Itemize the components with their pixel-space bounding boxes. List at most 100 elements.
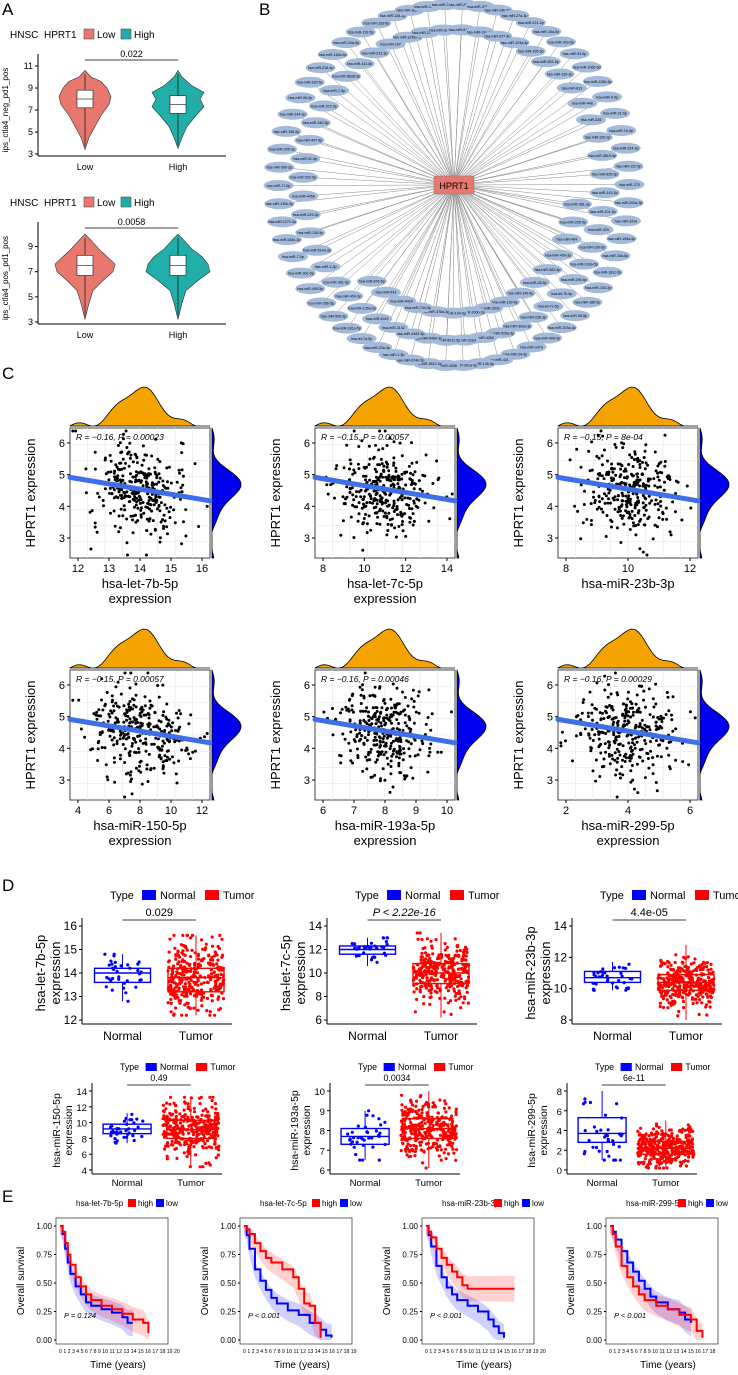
scatter-point xyxy=(617,743,621,746)
scatter-point xyxy=(642,456,646,459)
jitter-point xyxy=(444,977,448,981)
jitter-point xyxy=(192,1110,197,1114)
jitter-point xyxy=(174,1146,179,1150)
jitter-point xyxy=(168,1095,173,1099)
scatter-point xyxy=(644,503,648,507)
scatter-point xyxy=(654,498,658,502)
scatter-point xyxy=(151,519,155,523)
jitter-point xyxy=(643,1133,647,1137)
scatter-point xyxy=(101,499,105,502)
x-tick-label: 14 xyxy=(134,563,146,575)
jitter-point xyxy=(371,1114,375,1118)
scatter-point xyxy=(599,429,603,433)
scatter-point xyxy=(100,677,104,681)
x-tick-label: 4 xyxy=(625,805,631,817)
scatter-point xyxy=(357,501,361,505)
jitter-point xyxy=(198,1120,202,1124)
jitter-point xyxy=(662,1146,667,1150)
mirna-node-label: hsa-miR-302a-3p xyxy=(504,324,532,328)
jitter-point xyxy=(654,1122,659,1126)
jitter-point xyxy=(211,1095,215,1099)
y-tick-label: 0.00 xyxy=(402,1336,418,1345)
jitter-point xyxy=(205,1139,209,1143)
jitter-point xyxy=(688,988,693,992)
scatter-point xyxy=(626,714,630,718)
jitter-point xyxy=(104,985,108,989)
scatter-point xyxy=(654,702,658,706)
jitter-point xyxy=(195,989,199,993)
scatter-point xyxy=(368,478,372,482)
scatter-point xyxy=(658,485,662,489)
scatter-point xyxy=(154,495,158,499)
scatter-point xyxy=(335,464,339,468)
mirna-node xyxy=(319,84,350,96)
scatter-point xyxy=(609,692,613,696)
jitter-point xyxy=(453,937,457,941)
jitter-point xyxy=(183,953,187,958)
jitter-point xyxy=(422,981,426,985)
jitter-point xyxy=(175,1156,179,1160)
jitter-point xyxy=(436,1123,440,1127)
jitter-point xyxy=(659,1155,664,1159)
scatter-point xyxy=(595,681,599,685)
jitter-point xyxy=(689,981,693,985)
scatter-point xyxy=(189,713,193,717)
jitter-point xyxy=(671,978,675,982)
network-edge xyxy=(453,113,616,186)
scatter-point xyxy=(145,529,149,533)
scatter-point xyxy=(197,525,201,528)
scatter-point xyxy=(600,497,604,501)
mirna-node xyxy=(267,143,298,155)
mirna-node-label: hsa-miR-9-5p xyxy=(596,95,618,99)
mirna-node xyxy=(359,47,390,59)
scatter-point xyxy=(410,461,414,465)
scatter-point xyxy=(621,446,625,450)
mirna-node-label: hsa-miR-20a-5p xyxy=(548,40,574,44)
jitter-point xyxy=(453,1134,457,1138)
scatter-point xyxy=(398,441,402,445)
panel-letter-c: C xyxy=(2,364,15,383)
scatter-point xyxy=(358,719,362,723)
scatter-point xyxy=(606,695,610,699)
jitter-point xyxy=(217,1008,221,1012)
scatter-point xyxy=(373,773,377,777)
jitter-point xyxy=(188,955,193,959)
scatter-point xyxy=(652,705,656,709)
jitter-point xyxy=(642,1140,646,1144)
scatter-point xyxy=(121,474,125,478)
mirna-node xyxy=(285,92,316,104)
network-edge xyxy=(315,122,455,186)
scatter-point xyxy=(450,710,453,714)
scatter-point xyxy=(143,453,147,457)
scatter-point xyxy=(413,754,417,758)
jitter-point xyxy=(201,1165,205,1169)
network-edge xyxy=(309,140,455,186)
scatter-point xyxy=(598,500,602,504)
scatter-point xyxy=(663,460,667,463)
scatter-point xyxy=(589,746,593,750)
mirna-node-label: hsa-miR-4458 xyxy=(292,194,315,198)
x-tick-labels: 0 1 2 3 4 5 6 7 8 9 10 11 12 13 14 15 16… xyxy=(59,1349,180,1355)
jitter-point xyxy=(183,1003,187,1007)
jitter-point xyxy=(431,1101,435,1105)
scatter-point xyxy=(653,523,657,527)
scatter-point xyxy=(576,714,580,717)
scatter-point xyxy=(148,699,152,703)
legend-title: Type xyxy=(600,890,624,902)
scatter-point xyxy=(387,504,391,508)
scatter-point xyxy=(667,753,671,757)
scatter-point xyxy=(392,456,396,460)
jitter-point xyxy=(137,960,141,964)
scatter-point xyxy=(655,789,659,793)
mirna-node xyxy=(321,276,352,288)
scatter-point xyxy=(112,471,116,475)
scatter-point xyxy=(146,780,150,783)
mirna-node-label: hsa-miR-214-3p xyxy=(412,31,438,35)
scatter-point xyxy=(382,753,386,757)
scatter-point xyxy=(104,472,108,476)
correlation-stat: R = −0.16, P = 0.00023 xyxy=(76,432,164,442)
scatter-point xyxy=(175,480,179,484)
mirna-node-label: hsa-miR-106b-5p xyxy=(573,65,601,69)
scatter-point xyxy=(399,510,403,514)
jitter-point xyxy=(698,964,702,968)
